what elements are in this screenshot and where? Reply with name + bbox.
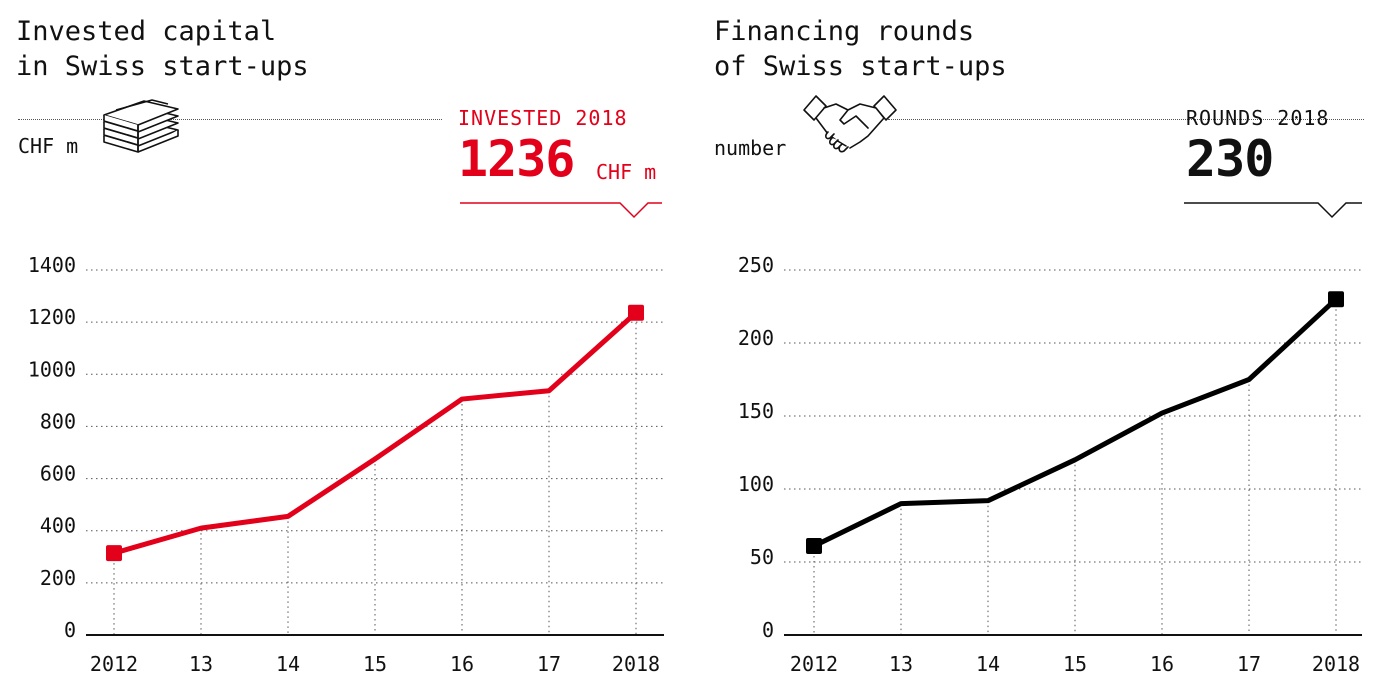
y-tick-label: 150 — [738, 399, 774, 423]
end-point-marker — [1328, 291, 1344, 308]
x-tick-label: 14 — [976, 652, 1000, 676]
x-tick-label: 15 — [363, 652, 387, 676]
y-tick-label: 1000 — [28, 357, 76, 381]
y-tick-label: 0 — [64, 618, 76, 642]
start-point-marker — [806, 537, 822, 554]
unit-label: number — [714, 136, 787, 160]
unit-label: CHF m — [18, 134, 79, 158]
x-tick-label: 14 — [276, 652, 300, 676]
y-tick-label: 0 — [762, 618, 774, 642]
chart-title: Financing rounds of Swiss start-ups — [714, 14, 1007, 84]
y-tick-label: 200 — [40, 566, 76, 590]
series-line — [111, 310, 639, 556]
x-tick-label: 2012 — [790, 652, 838, 676]
kpi-pointer — [1184, 202, 1362, 219]
y-tick-label: 600 — [40, 462, 76, 486]
chart-title-line-2: of Swiss start-ups — [714, 51, 1007, 82]
y-tick-label: 1400 — [28, 253, 76, 277]
kpi-pointer — [460, 202, 662, 219]
chart-title: Invested capital in Swiss start-ups — [16, 14, 309, 84]
handshake-icon — [803, 95, 897, 153]
chart-panel-invested-capital: Invested capital in Swiss start-ups CHF … — [0, 0, 680, 692]
kpi-value: 1236 — [458, 130, 575, 188]
header-divider — [18, 119, 442, 120]
x-tick-label: 13 — [189, 652, 213, 676]
kpi-value: 230 — [1186, 130, 1274, 188]
y-tick-label: 800 — [40, 409, 76, 433]
chart-title-line-2: in Swiss start-ups — [16, 51, 309, 82]
chart-panel-financing-rounds: Financing rounds of Swiss start-ups numb… — [698, 0, 1378, 692]
x-tick-label: 2018 — [612, 652, 660, 676]
y-tick-label: 100 — [738, 472, 774, 496]
end-point-marker — [628, 304, 644, 321]
x-tick-label: 15 — [1063, 652, 1087, 676]
kpi-label: INVESTED 2018 — [458, 106, 628, 130]
kpi-label: ROUNDS 2018 — [1186, 106, 1330, 130]
line-chart-financing-rounds: 0 50 100 150 200 250 2012 13 14 15 16 17 2018 — [738, 253, 1362, 676]
x-tick-label: 2012 — [90, 652, 138, 676]
chart-title-line-1: Invested capital — [16, 16, 277, 47]
y-tick-label: 50 — [750, 545, 774, 569]
x-tick-label: 2018 — [1312, 652, 1360, 676]
x-tick-label: 17 — [1237, 652, 1261, 676]
start-point-marker — [106, 545, 122, 562]
y-tick-label: 1200 — [28, 305, 76, 329]
y-tick-label: 200 — [738, 326, 774, 350]
series-line — [811, 296, 1339, 549]
header-divider — [888, 119, 1364, 120]
x-tick-label: 16 — [1150, 652, 1174, 676]
x-tick-label: 16 — [450, 652, 474, 676]
line-chart-invested-capital: 0 200 400 600 800 1000 1200 1400 2012 13 14 15 16 17 2… — [28, 253, 664, 676]
money-stack-icon — [103, 99, 179, 153]
x-tick-label: 13 — [889, 652, 913, 676]
x-tick-label: 17 — [537, 652, 561, 676]
kpi-unit: CHF m — [596, 160, 657, 184]
y-tick-label: 250 — [738, 253, 774, 277]
y-tick-label: 400 — [40, 514, 76, 538]
chart-title-line-1: Financing rounds — [714, 16, 975, 47]
